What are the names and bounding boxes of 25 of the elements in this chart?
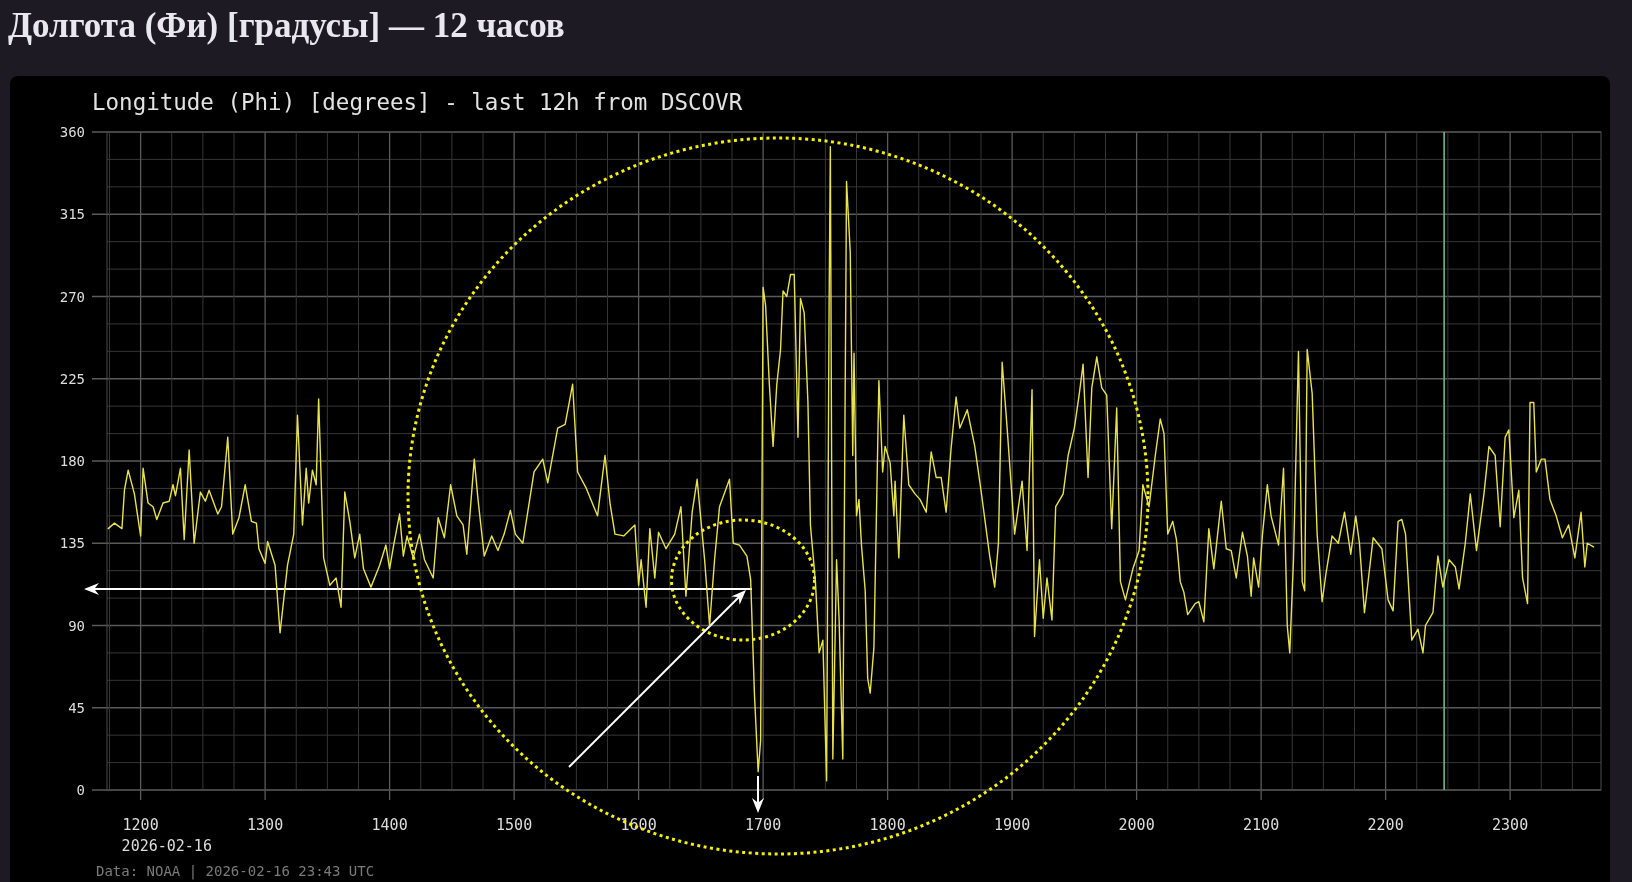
x-tick-label: 1500 bbox=[496, 816, 533, 834]
y-tick-label: 225 bbox=[59, 370, 85, 387]
text: Data: NOAA | 2026-02-16 23:43 UTC bbox=[96, 863, 375, 880]
y-tick-label: 90 bbox=[68, 617, 85, 634]
y-tick-label: 135 bbox=[59, 535, 85, 552]
x-tick-label: 2100 bbox=[1243, 816, 1280, 834]
x-tick-label: 1300 bbox=[247, 816, 284, 834]
x-tick-label: 1800 bbox=[869, 816, 906, 834]
x-tick-label: 2300 bbox=[1492, 816, 1529, 834]
x-tick-label: 1200 bbox=[122, 816, 159, 834]
chart-subtitle: Longitude (Phi) [degrees] - last 12h from DSCOVR bbox=[92, 89, 743, 115]
x-tick-label: 1900 bbox=[994, 816, 1031, 834]
y-tick-label: 180 bbox=[59, 453, 85, 469]
chart-title: Долгота (Фи) [градусы] — 12 часов bbox=[8, 6, 565, 45]
y-tick-label: 360 bbox=[59, 124, 85, 140]
y-tick-label: 45 bbox=[68, 699, 85, 716]
x-tick-label: 1400 bbox=[371, 816, 408, 834]
y-tick-label: 0 bbox=[76, 782, 85, 798]
text: 2026-02-16 bbox=[121, 837, 212, 855]
line-series bbox=[107, 145, 1595, 782]
x-tick-label: 2200 bbox=[1367, 816, 1404, 834]
y-tick-label: 270 bbox=[59, 288, 85, 305]
x-tick-label: 2000 bbox=[1118, 816, 1155, 834]
y-tick-label: 315 bbox=[59, 206, 85, 223]
x-tick-label: 1700 bbox=[745, 816, 782, 834]
